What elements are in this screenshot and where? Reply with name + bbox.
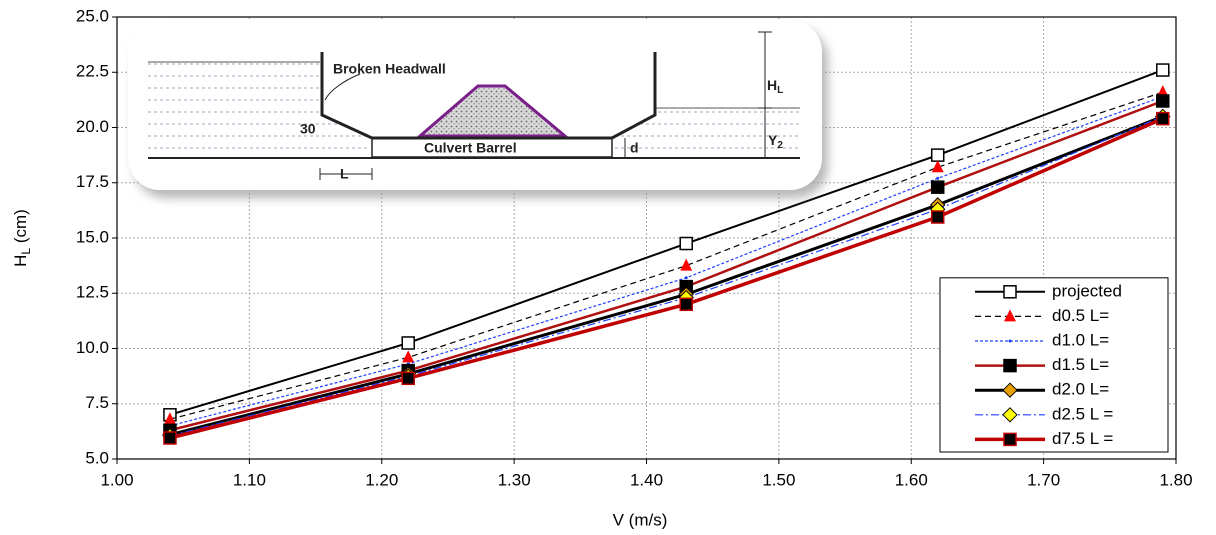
x-tick-label: 1.70 xyxy=(1027,470,1060,489)
series xyxy=(163,111,1170,445)
marker xyxy=(1003,358,1017,373)
x-tick-label: 1.50 xyxy=(762,470,795,489)
marker xyxy=(931,160,944,173)
water-hatch xyxy=(148,63,800,149)
marker xyxy=(163,431,177,445)
marker xyxy=(401,371,415,386)
marker xyxy=(1156,111,1170,126)
legend-label: d1.5 L= xyxy=(1052,355,1109,374)
marker xyxy=(402,350,415,363)
marker xyxy=(1003,432,1017,447)
x-tick-label: 1.30 xyxy=(498,470,531,489)
leader xyxy=(324,73,361,101)
y-tick-label: 5.0 xyxy=(85,448,109,467)
x-tick-label: 1.00 xyxy=(100,470,133,489)
marker xyxy=(930,148,945,162)
y-tick-label: 12.5 xyxy=(76,283,109,302)
marker xyxy=(680,258,693,271)
y-tick-label: 20.0 xyxy=(76,117,109,136)
l-label: L xyxy=(340,166,349,182)
y-axis-label: HL (cm) xyxy=(11,209,33,267)
marker xyxy=(1004,309,1016,322)
dimension-lines xyxy=(319,31,772,180)
embankment xyxy=(415,84,570,138)
y-tick-label: 10.0 xyxy=(76,338,109,357)
marker xyxy=(1008,339,1012,343)
marker xyxy=(401,336,415,350)
marker xyxy=(930,180,945,194)
marker xyxy=(930,210,945,224)
marker xyxy=(684,276,688,280)
y-tick-label: 7.5 xyxy=(85,393,109,412)
series-line xyxy=(169,91,1163,420)
y-tick-label: 22.5 xyxy=(76,62,109,81)
legend-label: d2.5 L = xyxy=(1052,404,1113,423)
x-axis-label: V (m/s) xyxy=(613,510,668,529)
x-tick-label: 1.40 xyxy=(630,470,663,489)
marker xyxy=(163,412,176,425)
marker xyxy=(1002,382,1018,398)
y-tick-label: 25.0 xyxy=(76,6,109,25)
legend: projected d0.5 L= d1.0 L= d1.5 L= d2.0 L= d2.… xyxy=(939,277,1169,453)
headwall-label: Broken Headwall xyxy=(333,61,446,77)
marker xyxy=(1002,407,1018,423)
d-label: d xyxy=(630,140,639,156)
marker xyxy=(679,297,693,312)
y2-label: Y2 xyxy=(768,132,783,151)
marker xyxy=(1156,94,1170,108)
legend-label: d0.5 L= xyxy=(1052,306,1109,325)
marker xyxy=(679,236,693,251)
marker xyxy=(1156,85,1169,98)
y-tick-label: 15.0 xyxy=(76,227,109,246)
plot-frame xyxy=(116,16,1177,460)
legend-label: d2.0 L= xyxy=(1052,380,1109,399)
hl-label: HL xyxy=(767,77,783,96)
x-tick-label: 1.80 xyxy=(1159,470,1192,489)
legend-label: d1.0 L= xyxy=(1052,330,1109,349)
barrel-label: Culvert Barrel xyxy=(424,140,517,156)
angle-label: 30 xyxy=(300,121,316,137)
series xyxy=(163,94,1170,438)
marker xyxy=(1156,63,1170,77)
legend-label: d7.5 L = xyxy=(1052,429,1113,448)
inset-diagram: Broken Headwall 30 Culvert Barrel d L HL… xyxy=(128,20,822,190)
series xyxy=(163,85,1169,425)
marker xyxy=(1003,285,1017,299)
legend-label: projected xyxy=(1052,281,1122,300)
y-tick-label: 17.5 xyxy=(76,172,109,191)
x-tick-label: 1.10 xyxy=(233,470,266,489)
x-tick-label: 1.60 xyxy=(895,470,928,489)
x-tick-label: 1.20 xyxy=(365,470,398,489)
marker xyxy=(936,176,940,180)
